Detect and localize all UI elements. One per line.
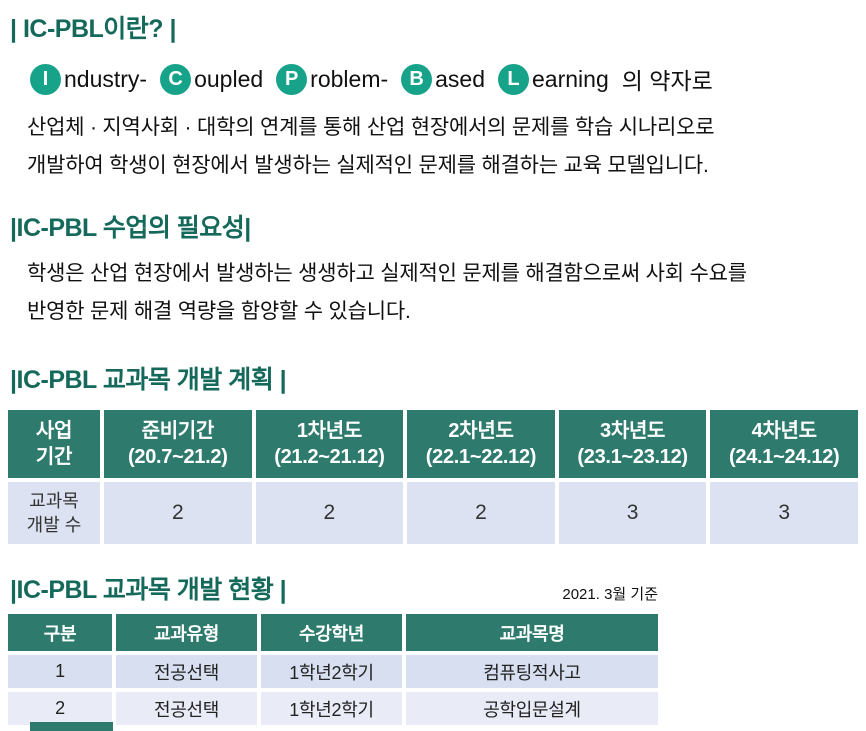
as-of-date-note: 2021. 3월 기준 bbox=[562, 586, 658, 603]
header-line: 기간 bbox=[35, 446, 73, 468]
letter-badge-l: L bbox=[498, 63, 530, 95]
acronym-problem: P roblem- bbox=[276, 63, 389, 95]
row-label-line: 개발 수 bbox=[26, 515, 82, 535]
status-header-no: 구분 bbox=[8, 614, 112, 651]
header-line: 3차년도 bbox=[600, 419, 666, 442]
plan-value-prep: 2 bbox=[104, 482, 252, 544]
plan-header-year3: 3차년도 (23.1~23.12) bbox=[558, 410, 707, 478]
plan-row-label: 교과목 개발 수 bbox=[8, 482, 100, 544]
cell-grade: 1학년2학기 bbox=[261, 692, 402, 725]
paragraph-line: 반영한 문제 해결 역량을 함양할 수 있습니다. bbox=[27, 300, 411, 323]
plan-header-business-period: 사업 기간 bbox=[8, 410, 100, 478]
header-line: 4차년도 bbox=[751, 419, 817, 442]
status-header-course-name: 교과목명 bbox=[406, 614, 658, 651]
what-is-icpbl-paragraph: 산업체 · 지역사회 · 대학의 연계를 통해 산업 현장에서의 문제를 학습 … bbox=[27, 109, 847, 185]
plan-header-prep-period: 준비기간 (20.7~21.2) bbox=[104, 410, 252, 478]
letter-badge-p: P bbox=[276, 63, 308, 95]
paragraph-line: 학생은 산업 현장에서 발생하는 생생하고 실제적인 문제를 해결함으로써 사회… bbox=[27, 262, 747, 285]
cell-course-name: 컴퓨팅적사고 bbox=[406, 655, 658, 688]
plan-header-year4: 4차년도 (24.1~24.12) bbox=[710, 410, 858, 478]
header-line: (24.1~24.12) bbox=[729, 446, 840, 468]
cell-grade: 1학년2학기 bbox=[261, 655, 402, 688]
cell-no: 1 bbox=[8, 655, 112, 688]
letter-badge-c: C bbox=[160, 63, 192, 95]
acronym-industry: I ndustry- bbox=[30, 63, 148, 95]
header-line: (20.7~21.2) bbox=[128, 446, 228, 468]
acronym-text: ndustry- bbox=[64, 65, 148, 92]
row-label-line: 교과목 bbox=[29, 490, 79, 511]
acronym-text: oupled bbox=[194, 65, 264, 92]
plan-header-year1: 1차년도 (21.2~21.12) bbox=[255, 410, 404, 478]
header-line: 1차년도 bbox=[296, 419, 362, 442]
paragraph-line: 개발하여 학생이 현장에서 발생하는 실제적인 문제를 해결하는 교육 모델입니… bbox=[27, 154, 709, 177]
development-plan-table: 사업 기간 준비기간 (20.7~21.2) 1차년도 (21.2~21.12)… bbox=[8, 410, 858, 544]
acronym-learning: L earning bbox=[498, 63, 609, 95]
letter-badge-b: B bbox=[401, 63, 433, 95]
acronym-text: ased bbox=[435, 65, 486, 92]
header-line: 준비기간 bbox=[141, 419, 215, 442]
header-line: (21.2~21.12) bbox=[274, 446, 385, 468]
header-line: 2차년도 bbox=[448, 419, 514, 442]
plan-header-year2: 2차년도 (22.1~22.12) bbox=[407, 410, 555, 478]
section-title-development-status: |IC-PBL 교과목 개발 현황 | bbox=[10, 576, 287, 604]
plan-value-year1: 2 bbox=[255, 482, 404, 544]
cell-course-name: 공학입문설계 bbox=[406, 692, 658, 725]
development-status-table: 구분 교과유형 수강학년 교과목명 1 전공선택 1학년2학기 컴퓨팅적사고 2… bbox=[8, 614, 658, 725]
cutoff-next-table-header bbox=[30, 722, 113, 731]
acronym-suffix: 의 약자로 bbox=[621, 68, 713, 94]
header-line: (22.1~22.12) bbox=[425, 446, 537, 468]
section-title-development-plan: |IC-PBL 교과목 개발 계획 | bbox=[10, 366, 287, 394]
plan-value-year3: 3 bbox=[558, 482, 707, 544]
acronym-based: B ased bbox=[401, 63, 486, 95]
development-status-header-row: |IC-PBL 교과목 개발 현황 | 2021. 3월 기준 bbox=[8, 570, 658, 606]
paragraph-line: 산업체 · 지역사회 · 대학의 연계를 통해 산업 현장에서의 문제를 학습 … bbox=[27, 116, 715, 139]
necessity-paragraph: 학생은 산업 현장에서 발생하는 생생하고 실제적인 문제를 해결함으로써 사회… bbox=[27, 255, 847, 331]
acronym-line: I ndustry- C oupled P roblem- B ased L e… bbox=[30, 62, 866, 96]
header-line: (23.1~23.12) bbox=[577, 446, 688, 468]
acronym-coupled: C oupled bbox=[160, 63, 264, 95]
plan-value-year4: 3 bbox=[710, 482, 858, 544]
cell-no: 2 bbox=[8, 692, 112, 725]
section-title-necessity: |IC-PBL 수업의 필요성| bbox=[10, 214, 251, 242]
status-header-grade: 수강학년 bbox=[261, 614, 402, 651]
header-line: 사업 bbox=[35, 419, 73, 442]
section-title-what-is-icpbl: | IC-PBL이란? | bbox=[10, 15, 176, 43]
cell-course-type: 전공선택 bbox=[116, 692, 257, 725]
plan-value-year2: 2 bbox=[407, 482, 555, 544]
cell-course-type: 전공선택 bbox=[116, 655, 257, 688]
acronym-text: roblem- bbox=[310, 65, 389, 92]
acronym-text: earning bbox=[532, 65, 609, 92]
letter-badge-i: I bbox=[30, 63, 61, 95]
status-header-course-type: 교과유형 bbox=[116, 614, 257, 651]
